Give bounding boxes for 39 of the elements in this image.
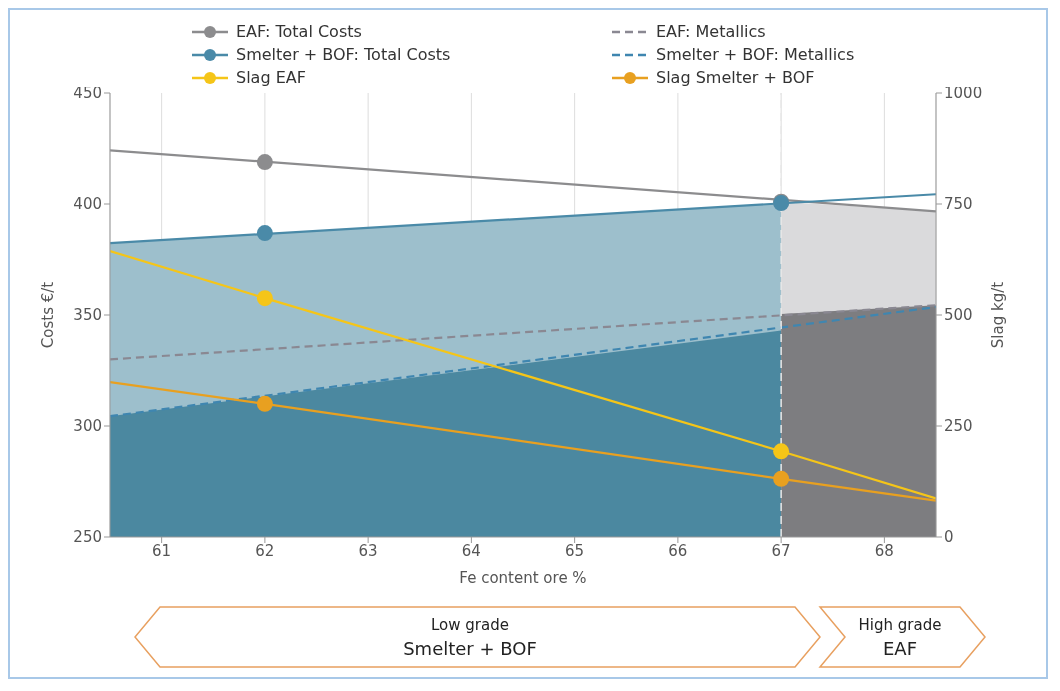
x-tick-label: 62 — [255, 541, 275, 560]
legend-label: EAF: Metallics — [656, 22, 766, 41]
x-tick-label: 66 — [668, 541, 688, 560]
line-series — [110, 380, 936, 502]
legend-label: Slag EAF — [236, 68, 306, 87]
x-tick-label: 61 — [152, 541, 172, 560]
y-tick-label: 350 — [73, 306, 102, 325]
y-tick-label: 250 — [73, 528, 102, 547]
y2-tick-label: 500 — [944, 306, 973, 325]
text: EAF — [882, 638, 918, 659]
x-tick-label: 65 — [565, 541, 585, 560]
text: High grade — [858, 616, 942, 634]
line-series — [110, 249, 936, 500]
point — [773, 443, 790, 460]
text: Smelter + BOF — [403, 638, 537, 659]
point — [773, 470, 790, 487]
y2-tick-label: 250 — [944, 417, 973, 436]
legend-label: Slag Smelter + BOF — [656, 68, 815, 87]
y2-axis-title: Slag kg/t — [989, 281, 1008, 349]
legend-label: Smelter + BOF: Metallics — [656, 45, 855, 64]
x-tick-label: 63 — [358, 541, 378, 560]
point — [256, 290, 273, 307]
x-axis-title: Fe content ore % — [459, 569, 587, 587]
x-tick-label: 68 — [874, 541, 894, 560]
y-tick-label: 400 — [73, 195, 102, 214]
y-tick-label: 300 — [73, 417, 102, 436]
y2-tick-label: 1000 — [944, 84, 983, 103]
x-tick-label: 64 — [461, 541, 481, 560]
y-tick-label: 450 — [73, 84, 102, 103]
y-axis-title: Costs €/t — [39, 281, 58, 349]
y2-tick-label: 750 — [944, 195, 973, 214]
point — [256, 225, 273, 242]
x-tick-label: 67 — [771, 541, 791, 560]
text: Low grade — [431, 616, 509, 634]
point — [256, 154, 273, 171]
legend-label: Smelter + BOF: Total Costs — [236, 45, 451, 64]
legend-label: EAF: Total Costs — [236, 22, 362, 41]
point — [256, 395, 273, 412]
y2-tick-label: 0 — [944, 528, 954, 547]
